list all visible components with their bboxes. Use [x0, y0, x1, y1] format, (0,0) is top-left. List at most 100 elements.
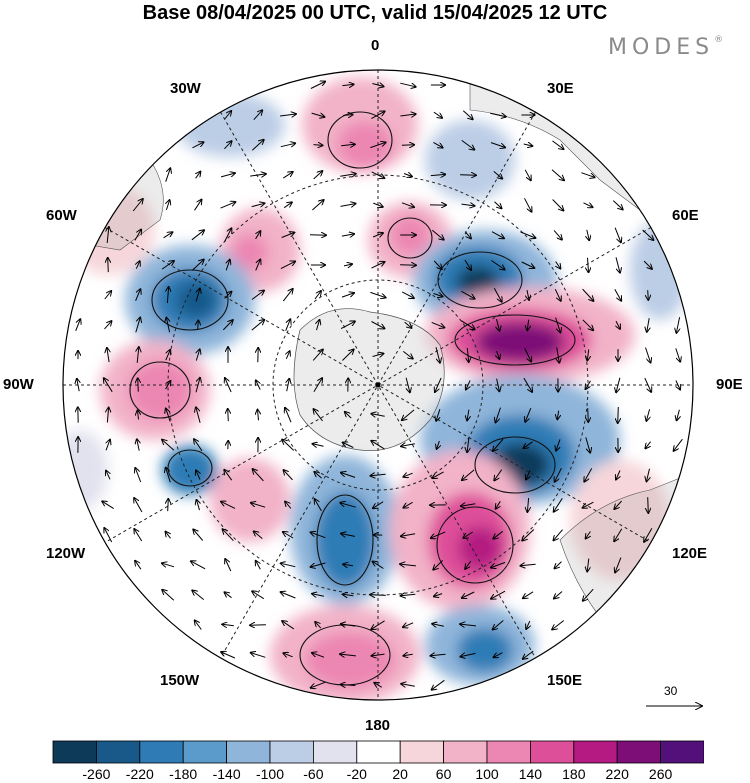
wind-arrow: [615, 557, 622, 573]
colorbar-swatch: [139, 740, 184, 764]
wind-arrow: [493, 438, 504, 451]
wind-arrow: [281, 233, 295, 238]
wind-arrow: [524, 348, 531, 362]
wind-arrow: [555, 317, 561, 333]
wind-arrow: [135, 318, 140, 333]
wind-arrow: [370, 142, 385, 149]
wind-arrow: [586, 380, 591, 389]
wind-arrow: [491, 260, 504, 270]
wind-arrow: [644, 527, 653, 542]
wind-arrow: [228, 409, 229, 422]
colorbar-swatch: [529, 740, 575, 764]
colorbar-swatch: [52, 740, 97, 764]
wind-arrow: [527, 498, 528, 512]
wind-arrow: [371, 262, 385, 269]
wind-arrow: [372, 233, 383, 237]
wind-arrow: [340, 503, 356, 508]
wind-arrow: [312, 653, 325, 658]
wind-arrow: [496, 407, 501, 423]
wind-arrow: [253, 110, 262, 121]
wind-arrow: [135, 561, 142, 570]
wind-arrow: [340, 174, 356, 177]
wind-arrow: [167, 287, 168, 304]
wind-arrow: [647, 468, 650, 482]
wind-arrow: [612, 200, 622, 210]
wind-arrow: [370, 291, 385, 297]
wind-arrow: [432, 471, 444, 478]
wind-arrow: [162, 563, 175, 567]
wind-arrow: [552, 620, 565, 630]
colorbar-swatch: [616, 740, 662, 764]
colorbar-tick-label: 260: [648, 766, 673, 782]
wind-arrow: [165, 168, 171, 182]
wind-arrow: [341, 234, 354, 236]
wind-arrow: [371, 414, 385, 417]
wind-arrow: [583, 203, 593, 207]
wind-arrow: [467, 347, 468, 362]
wind-arrow: [254, 531, 263, 539]
wind-arrow: [282, 440, 295, 451]
wind-arrow: [285, 502, 292, 509]
colorbar-tick-label: -220: [125, 766, 154, 782]
wind-arrow: [581, 172, 594, 178]
wind-scale-label: 30: [664, 684, 678, 698]
wind-arrow: [285, 319, 291, 331]
wind-arrow: [161, 261, 174, 270]
wind-arrow: [521, 261, 535, 268]
wind-arrow: [343, 594, 354, 595]
colorbar-swatch: [182, 740, 227, 764]
wind-arrow: [647, 318, 649, 332]
wind-arrow: [162, 590, 175, 601]
wind-arrow: [493, 288, 501, 301]
wind-arrow: [135, 289, 141, 301]
wind-arrow: [493, 620, 504, 630]
wind-arrow: [401, 202, 414, 207]
wind-arrow: [135, 468, 142, 483]
wind-arrow: [226, 260, 230, 271]
wind-arrow: [220, 173, 235, 178]
colorbar-swatch: [399, 740, 445, 764]
wind-arrow: [462, 469, 475, 480]
map-boundary: [62, 69, 694, 701]
wind-arrow: [677, 409, 680, 421]
wind-arrow: [524, 198, 532, 211]
wind-arrow: [136, 261, 139, 269]
wind-arrow: [342, 84, 353, 85]
wind-arrow: [463, 531, 473, 538]
wind-arrow: [371, 441, 385, 450]
wind-arrow: [341, 293, 354, 298]
wind-arrow: [461, 653, 476, 656]
wind-arrow: [588, 257, 589, 272]
wind-arrow: [166, 200, 169, 211]
south-pole-marker: [375, 382, 381, 388]
wind-arrow: [108, 258, 109, 273]
wind-arrow: [552, 140, 564, 149]
wind-arrow: [493, 530, 504, 538]
wind-arrow: [433, 141, 442, 147]
wind-arrow: [582, 288, 594, 301]
wind-arrow: [465, 560, 472, 569]
wind-arrow: [195, 621, 202, 630]
lon-label-150e: 150E: [547, 672, 583, 689]
wind-arrow: [134, 498, 143, 513]
wind-arrow: [191, 561, 206, 570]
wind-arrow: [280, 114, 296, 116]
wind-arrow: [401, 291, 414, 298]
wind-arrow: [556, 261, 561, 269]
wind-arrow: [461, 204, 475, 206]
wind-arrow: [494, 469, 503, 481]
wind-arrow: [251, 140, 263, 151]
wind-arrow: [496, 501, 501, 508]
wind-arrow: [313, 378, 322, 393]
wind-arrow: [554, 591, 563, 599]
wind-arrow: [371, 620, 385, 629]
wind-arrow: [107, 348, 109, 363]
wind-arrow: [251, 320, 264, 331]
colorbar-tick-label: -100: [255, 766, 285, 782]
wind-arrow: [433, 294, 443, 297]
wind-arrow: [341, 534, 355, 537]
wind-arrow: [433, 560, 444, 569]
wind-arrow: [587, 558, 589, 572]
colorbar-swatch: [312, 740, 358, 764]
wind-arrow: [401, 444, 415, 447]
